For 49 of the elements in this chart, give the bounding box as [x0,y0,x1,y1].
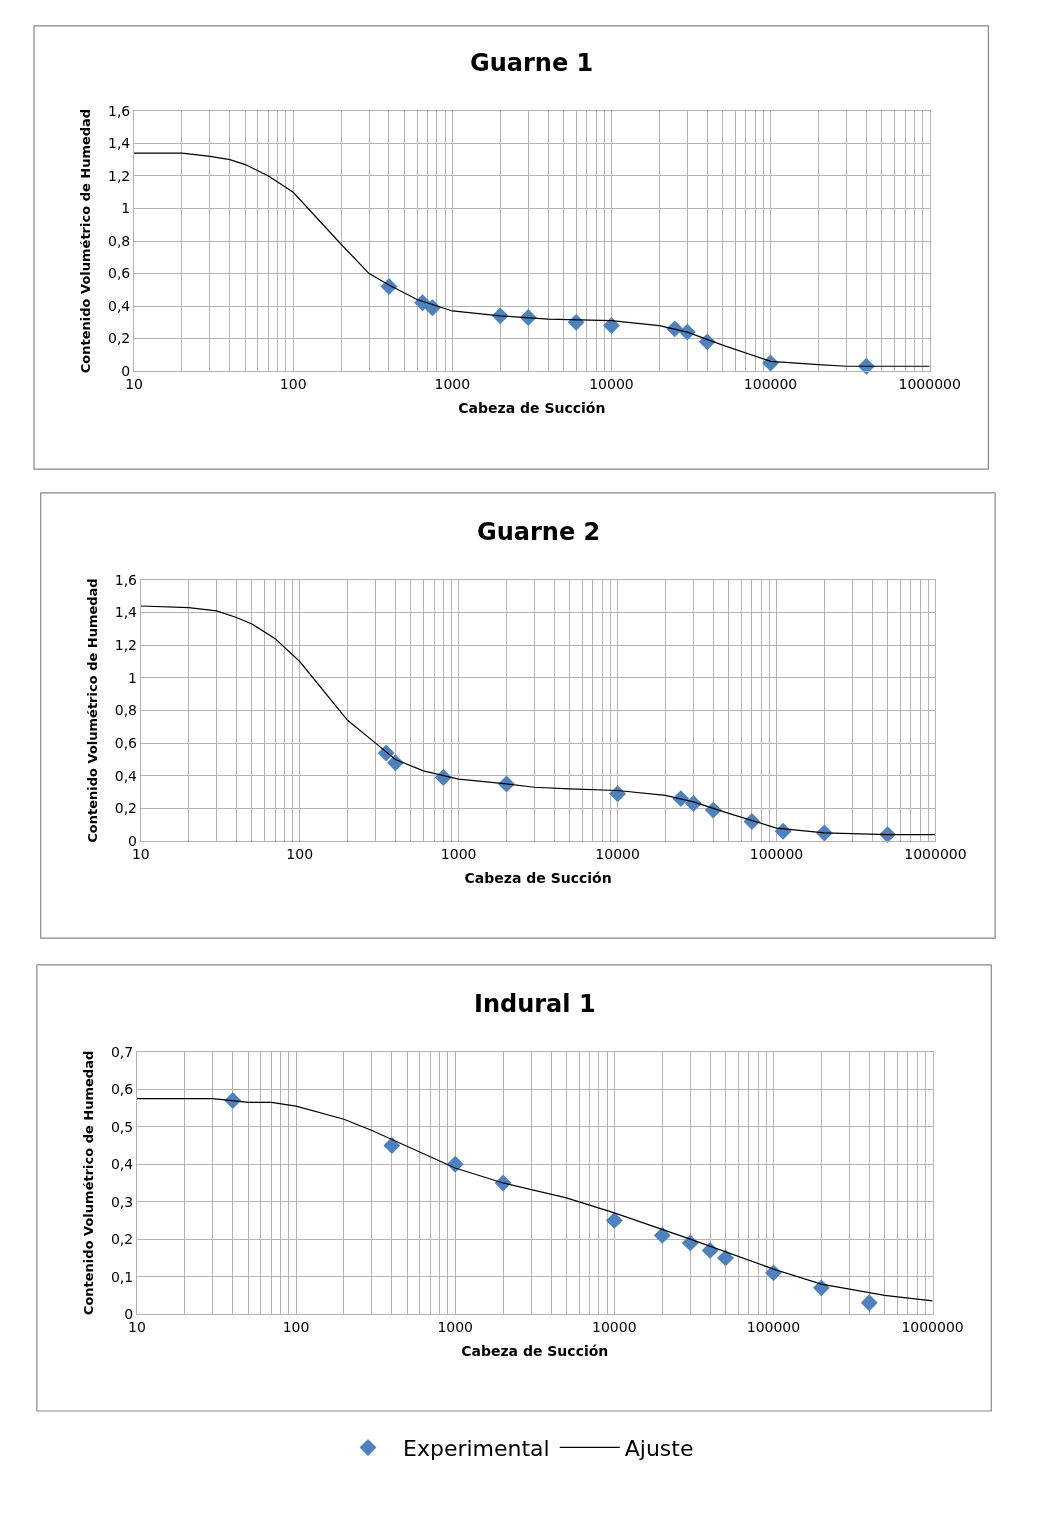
y-tick-label: 0,6 [114,735,138,752]
y-tick-label: 0,2 [114,800,137,817]
y-tick-label: 0,4 [108,297,131,314]
y-tick-label: 0,2 [108,330,131,347]
legend-label: Ajuste [624,1436,694,1462]
y-axis-title: Contenido Volumétrico de Humedad [84,578,100,843]
y-tick-label: 0,8 [108,232,131,249]
y-tick-label: 0,6 [108,265,131,282]
x-axis-title: Cabeza de Succión [458,400,606,417]
x-tick-label: 1000 [437,1318,474,1335]
x-tick-label: 100 [279,375,307,392]
y-tick-label: 1,2 [114,637,137,654]
x-tick-label: 1000000 [901,1318,964,1335]
x-tick-label: 100000 [746,1318,801,1335]
x-axis-title: Cabeza de Succión [461,1343,609,1360]
x-tick-label: 1000000 [898,375,961,392]
y-tick-label: 1 [128,669,137,686]
y-tick-label: 0,6 [110,1081,134,1098]
x-tick-label: 10000 [589,375,634,392]
x-axis-title: Cabeza de Succión [464,870,612,887]
x-tick-label: 100000 [743,375,798,392]
y-tick-label: 1,6 [114,571,138,588]
chart-title: Indural 1 [474,990,596,1018]
y-tick-label: 0,8 [114,702,137,719]
x-tick-label: 100 [286,845,314,862]
y-tick-label: 0,4 [114,767,138,784]
x-tick-label: 1000000 [904,845,967,862]
x-tick-label: 10000 [595,845,640,862]
y-axis-title: Contenido Volumétrico de Humedad [80,1050,96,1316]
y-tick-label: 0,1 [110,1268,134,1285]
x-tick-label: 10000 [592,1318,637,1335]
y-tick-label: 0,5 [110,1118,134,1135]
x-tick-label: 100000 [749,845,804,862]
y-tick-label: 1,4 [114,604,138,621]
y-tick-label: 1,4 [108,135,131,152]
y-tick-label: 1,2 [108,167,131,184]
y-tick-label: 0,4 [110,1156,134,1173]
x-tick-label: 1000 [440,845,477,862]
y-axis-title: Contenido Volumétrico de Humedad [77,108,93,374]
y-tick-label: 1 [121,200,131,217]
chart-title: Guarne 1 [470,49,594,77]
chart-title: Guarne 2 [477,518,601,546]
x-tick-label: 100 [282,1318,310,1335]
y-tick-label: 1,6 [108,102,131,119]
x-tick-label: 1000 [434,375,471,392]
legend-label: Experimental [403,1436,550,1462]
y-tick-label: 0,2 [110,1231,134,1248]
y-tick-label: 0,3 [110,1193,134,1210]
y-tick-label: 0,7 [110,1043,134,1060]
